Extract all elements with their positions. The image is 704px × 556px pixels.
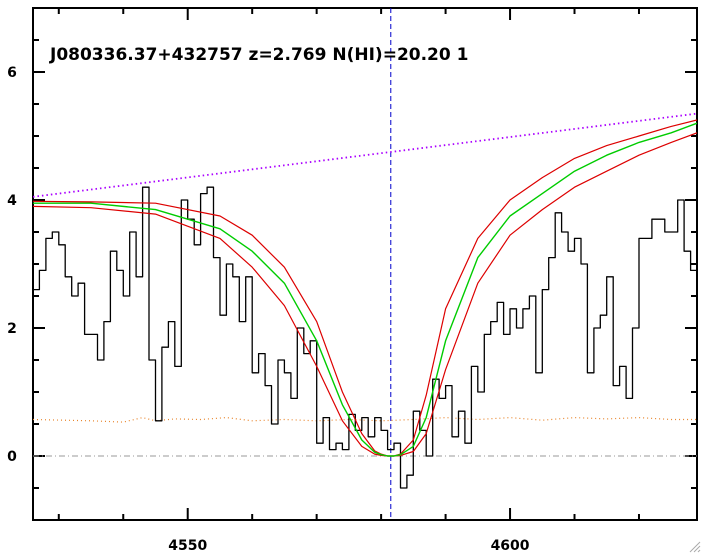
axis-ticks [33,7,697,521]
y-tick-label: 6 [7,65,17,81]
flux-spectrum [33,186,697,489]
voigt-model [33,122,697,457]
axis-tick-labels: 4550 4600 0 2 4 6 [7,65,530,554]
chart-title: J080336.37+432757 z=2.769 N(HI)=20.20 1 [49,45,468,65]
y-tick-label: 2 [7,321,17,337]
voigt-model-lower [33,132,697,457]
voigt-model-upper [33,119,697,457]
error-spectrum [33,417,697,423]
continuum-line [33,112,697,198]
series-layer [33,8,697,520]
y-tick-label: 4 [7,193,17,209]
x-tick-label: 4600 [491,538,530,554]
y-tick-label: 0 [7,449,17,465]
x-tick-label: 4550 [168,538,207,554]
resize-grip-icon [689,541,701,553]
